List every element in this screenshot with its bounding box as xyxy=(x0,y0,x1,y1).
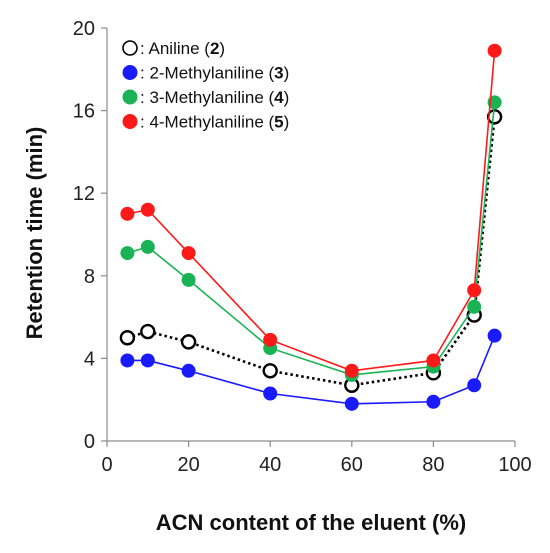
data-point xyxy=(263,332,278,347)
x-tick-label: 100 xyxy=(498,454,531,476)
legend-label: : 4-Methylaniline (5) xyxy=(140,113,289,132)
x-tick-label: 0 xyxy=(101,454,112,476)
series-2-methylaniline xyxy=(120,328,502,411)
data-point xyxy=(426,353,441,368)
legend-marker xyxy=(122,89,138,105)
data-point xyxy=(487,95,502,110)
data-point xyxy=(467,283,482,298)
legend-marker xyxy=(122,65,138,80)
legend: : Aniline (2) : 2-Methylaniline (3) : 3-Me… xyxy=(122,39,289,132)
data-point xyxy=(467,299,482,314)
data-point xyxy=(120,353,135,368)
series-4-methylaniline xyxy=(120,43,502,378)
data-point xyxy=(262,363,278,379)
legend-label: : Aniline (2) xyxy=(140,39,225,58)
y-tick-label: 8 xyxy=(84,266,95,288)
data-point xyxy=(344,363,359,378)
x-tick-label: 40 xyxy=(259,454,281,476)
series-line xyxy=(127,335,496,405)
data-point xyxy=(467,378,482,393)
series-layer xyxy=(119,43,503,411)
data-point xyxy=(181,272,196,287)
y-axis-title: Retention time (min) xyxy=(22,127,47,340)
legend-marker xyxy=(122,114,138,129)
legend-item: : 3-Methylaniline (4) xyxy=(122,88,289,107)
data-point xyxy=(180,334,197,350)
series-line xyxy=(127,50,496,372)
data-point xyxy=(120,246,135,261)
series-3-methylaniline xyxy=(120,95,502,382)
legend-item: : 4-Methylaniline (5) xyxy=(122,113,289,132)
series-aniline xyxy=(119,109,503,393)
legend-label: : 2-Methylaniline (3) xyxy=(140,64,289,83)
data-point xyxy=(344,396,359,411)
y-tick-label: 4 xyxy=(84,348,95,370)
axes: 0 4 8 12 16 20 0 20 40 60 80 100 xyxy=(73,18,532,476)
x-tick-label: 60 xyxy=(341,454,363,476)
data-point xyxy=(487,43,502,58)
data-point xyxy=(426,394,441,409)
data-point xyxy=(181,246,196,261)
legend-marker xyxy=(122,40,138,56)
y-tick-label: 16 xyxy=(73,101,95,123)
legend-item: : Aniline (2) xyxy=(122,39,225,58)
y-tick-label: 20 xyxy=(73,18,95,40)
data-point xyxy=(487,328,502,343)
data-point xyxy=(120,206,135,221)
data-point xyxy=(140,202,155,217)
legend-item: : 2-Methylaniline (3) xyxy=(122,64,289,83)
legend-label: : 3-Methylaniline (4) xyxy=(140,88,289,107)
data-point xyxy=(119,330,136,346)
x-axis-title: ACN content of the eluent (%) xyxy=(156,510,466,535)
data-point xyxy=(140,323,156,340)
y-tick-label: 12 xyxy=(73,183,95,205)
series-line xyxy=(127,102,496,376)
x-tick-label: 20 xyxy=(177,454,199,476)
data-point xyxy=(181,363,196,378)
data-point xyxy=(140,353,155,368)
data-point xyxy=(140,239,155,254)
y-tick-label: 0 xyxy=(84,431,95,453)
x-tick-label: 80 xyxy=(422,454,444,476)
data-point xyxy=(263,386,278,401)
